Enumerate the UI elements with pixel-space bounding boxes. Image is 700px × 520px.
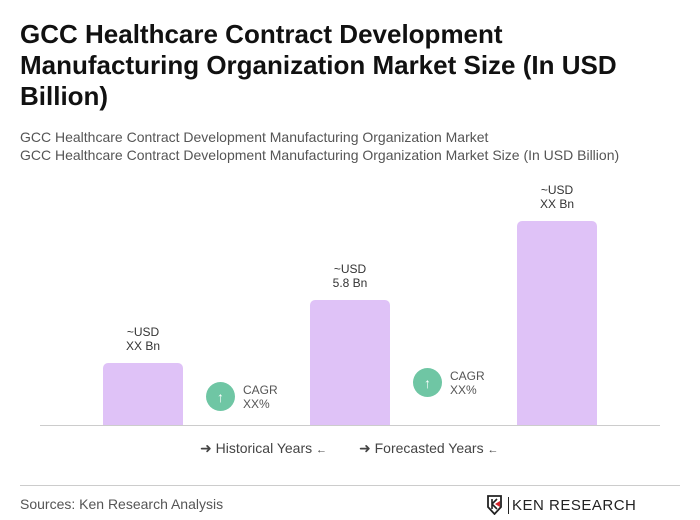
- cagr-badge-2: ↑ CAGR XX%: [413, 368, 485, 397]
- bar-data-label: ~USD XX Bn: [507, 183, 607, 211]
- bar-3: [517, 220, 597, 425]
- source-text: Sources: Ken Research Analysis: [20, 496, 224, 512]
- arrow-up-icon: ↑: [206, 382, 235, 411]
- ken-research-logo: KEN RESEARCH: [486, 495, 636, 515]
- cagr-label: CAGR: [450, 368, 485, 383]
- cagr-value: XX%: [243, 396, 270, 411]
- ken-logo-icon: [487, 495, 502, 515]
- bar-data-label: ~USD 5.8 Bn: [300, 262, 400, 290]
- x-axis: [40, 425, 660, 426]
- bar-label-line: XX Bn: [539, 196, 575, 211]
- bar-label-line: ~USD: [540, 182, 574, 197]
- cagr-value: XX%: [450, 382, 477, 397]
- subtitle-2: GCC Healthcare Contract Development Manu…: [20, 147, 620, 163]
- legend-forecasted: ➜ Forecasted Years ←: [359, 440, 499, 456]
- page-title: GCC Healthcare Contract Development Manu…: [20, 19, 617, 111]
- bar-label-line: XX Bn: [125, 338, 161, 353]
- footer-divider: [20, 485, 680, 486]
- cagr-badge-1: ↑ CAGR XX%: [206, 382, 278, 411]
- bar-1: [103, 362, 183, 425]
- legend-historical: ➜ Historical Years ←: [200, 440, 328, 456]
- bar-data-label: ~USD XX Bn: [93, 325, 193, 353]
- cagr-label: CAGR: [243, 382, 278, 397]
- bar-2: [310, 300, 390, 425]
- bar-label-line: ~USD: [126, 324, 160, 339]
- subtitle: GCC Healthcare Contract Development Manu…: [20, 129, 489, 145]
- legend-label: Forecasted Years: [374, 440, 484, 456]
- bar-label-line: ~USD: [333, 262, 367, 277]
- arrow-up-icon: ↑: [413, 368, 442, 397]
- bar-label-line: 5.8 Bn: [332, 276, 368, 291]
- legend-label: Historical Years: [215, 440, 313, 456]
